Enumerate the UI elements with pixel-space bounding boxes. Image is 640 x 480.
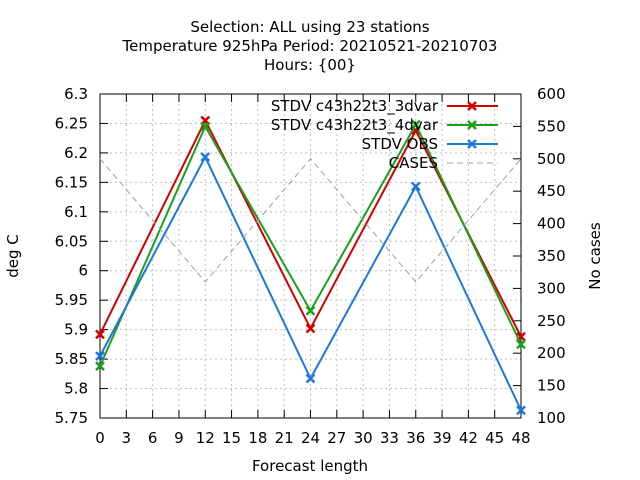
x-tick-label: 6 <box>148 429 158 447</box>
y2-tick-label: 200 <box>537 344 566 362</box>
series-2 <box>95 152 526 416</box>
y-tick-label: 6.05 <box>55 232 88 250</box>
y2-tick-label: 300 <box>537 279 566 297</box>
y-tick-label: 6.15 <box>55 173 88 191</box>
data-point <box>95 329 105 340</box>
y-tick-label: 6.1 <box>64 203 88 221</box>
x-tick-label: 9 <box>174 429 184 447</box>
legend-label: STDV c43h22t3_3dvar <box>271 97 439 116</box>
y-axis-right-ticks: 100 150 200 250 300 350 400 450 500 550 600 <box>513 85 566 427</box>
data-point <box>516 339 526 350</box>
x-tick-label: 0 <box>95 429 105 447</box>
legend-entry: STDV c43h22t3_3dvar <box>271 97 498 116</box>
x-tick-label: 21 <box>275 429 294 447</box>
legend-marker <box>467 120 477 130</box>
legend-marker <box>467 139 477 149</box>
x-tick-label: 33 <box>380 429 399 447</box>
x-axis-label: Forecast length <box>252 457 368 475</box>
data-point <box>95 351 105 362</box>
series-layer <box>95 115 526 416</box>
data-point <box>305 305 316 316</box>
x-tick-label: 3 <box>122 429 132 447</box>
legend-marker <box>467 101 477 111</box>
y-tick-label: 6 <box>78 262 88 280</box>
x-tick-label: 42 <box>459 429 478 447</box>
y-tick-label: 6.25 <box>55 114 88 132</box>
legend-label: STDV c43h22t3_4dvar <box>271 116 439 135</box>
chart-title: Selection: ALL using 23 stations Tempera… <box>122 18 498 74</box>
y-axis-right-label: No cases <box>586 222 604 290</box>
legend-label: CASES <box>389 154 438 172</box>
data-point <box>410 181 421 192</box>
x-tick-label: 24 <box>301 429 320 447</box>
x-tick-label: 39 <box>433 429 452 447</box>
data-point <box>305 323 316 334</box>
x-tick-label: 48 <box>511 429 530 447</box>
series-1 <box>95 119 526 372</box>
data-point <box>516 405 526 416</box>
y2-tick-label: 400 <box>537 215 566 233</box>
x-tick-label: 27 <box>327 429 346 447</box>
y-tick-label: 6.3 <box>64 85 88 103</box>
title-line-1: Selection: ALL using 23 stations <box>190 18 429 36</box>
y-tick-label: 5.8 <box>64 380 88 398</box>
y2-tick-label: 600 <box>537 85 566 103</box>
y-tick-label: 5.9 <box>64 321 88 339</box>
x-tick-label: 18 <box>248 429 267 447</box>
plot-frame <box>99 93 522 419</box>
title-line-3: Hours: {00} <box>264 56 356 74</box>
data-point <box>305 373 316 384</box>
y2-tick-label: 100 <box>537 409 566 427</box>
y-axis-left-label: deg C <box>4 234 22 278</box>
x-tick-label: 36 <box>406 429 425 447</box>
legend-label: STDV OBS <box>362 135 438 153</box>
x-tick-label: 15 <box>222 429 241 447</box>
legend-entry: CASES <box>389 154 498 172</box>
series-line <box>99 158 522 283</box>
legend-entry: STDV OBS <box>362 135 498 153</box>
data-point <box>200 152 211 162</box>
series-3 <box>99 158 522 283</box>
title-line-2: Temperature 925hPa Period: 20210521-2021… <box>122 37 498 55</box>
y2-tick-label: 500 <box>537 150 566 168</box>
data-point <box>410 119 421 130</box>
y-tick-label: 5.95 <box>55 291 88 309</box>
y2-tick-label: 150 <box>537 377 566 395</box>
data-point <box>95 361 105 372</box>
x-tick-label: 30 <box>354 429 373 447</box>
y2-tick-label: 450 <box>537 182 566 200</box>
y-tick-label: 5.85 <box>55 350 88 368</box>
legend-entry: STDV c43h22t3_4dvar <box>271 116 498 135</box>
y-tick-label: 6.2 <box>64 144 88 162</box>
data-point <box>200 121 211 132</box>
y-tick-label: 5.75 <box>55 409 88 427</box>
x-tick-label: 45 <box>485 429 504 447</box>
x-tick-label: 12 <box>196 429 215 447</box>
y2-tick-label: 550 <box>537 117 566 135</box>
y2-tick-label: 350 <box>537 247 566 265</box>
grid <box>99 93 522 419</box>
y2-tick-label: 250 <box>537 312 566 330</box>
y-axis-left-ticks: 5.75 5.8 5.85 5.9 5.95 6 6.05 6.1 6.15 6.2 6.25 6.3 <box>55 85 108 427</box>
